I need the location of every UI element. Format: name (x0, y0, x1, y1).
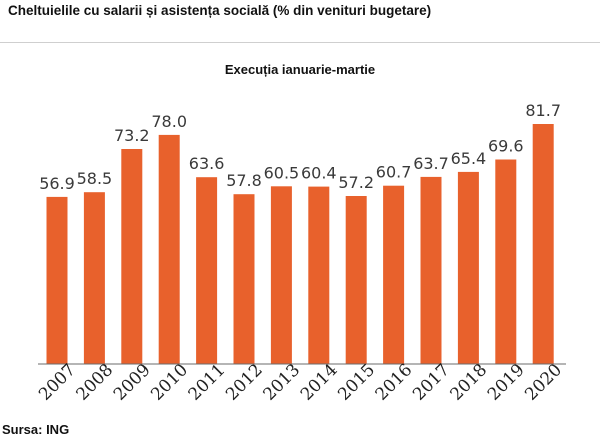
value-label-2008: 58.5 (77, 169, 113, 188)
chart-subtitle: Execuția ianuarie-martie (224, 62, 376, 77)
value-label-2015: 57.2 (338, 173, 374, 192)
chart-title: Cheltuielile cu salarii și asistența soc… (8, 3, 432, 18)
value-label-2013: 60.5 (264, 163, 300, 182)
value-label-2012: 57.8 (226, 171, 262, 190)
value-label-2019: 69.6 (488, 137, 524, 156)
value-label-2007: 56.9 (39, 174, 75, 193)
x-tick-labels-group: 2007200820092010201120122013201420152016… (35, 360, 566, 405)
value-label-2016: 60.7 (376, 163, 412, 182)
x-tick-label-2015: 2015 (334, 360, 379, 405)
x-tick-label-2016: 2016 (372, 360, 417, 405)
bar-2007 (46, 196, 68, 364)
x-tick-label-2017: 2017 (409, 360, 454, 405)
bar-2016 (383, 185, 405, 364)
value-label-2018: 65.4 (451, 149, 487, 168)
source-note: Sursa: ING (2, 422, 70, 437)
x-tick-label-2011: 2011 (185, 360, 230, 405)
bar-2012 (233, 194, 255, 364)
x-tick-label-2018: 2018 (446, 360, 491, 405)
value-label-2011: 63.6 (189, 154, 225, 173)
x-tick-label-2020: 2020 (521, 360, 566, 405)
x-tick-label-2012: 2012 (222, 360, 267, 405)
x-tick-label-2019: 2019 (484, 360, 529, 405)
bar-2018 (457, 171, 479, 364)
x-tick-label-2013: 2013 (259, 360, 304, 405)
value-label-2014: 60.4 (301, 164, 337, 183)
bar-2009 (121, 149, 143, 364)
bar-2010 (158, 134, 180, 364)
bar-2014 (308, 186, 330, 364)
bar-2015 (345, 196, 367, 364)
bar-2017 (420, 176, 442, 364)
x-tick-label-2008: 2008 (72, 360, 117, 405)
x-tick-label-2009: 2009 (110, 360, 155, 405)
value-label-2009: 73.2 (114, 126, 150, 145)
value-label-2010: 78.0 (151, 112, 187, 131)
value-label-2017: 63.7 (413, 154, 449, 173)
bar-2013 (270, 186, 292, 364)
bar-2019 (495, 159, 517, 364)
bars-group (46, 124, 554, 364)
bar-2020 (532, 124, 554, 364)
title-divider (0, 42, 600, 43)
value-labels-group: 56.9 58.5 73.278.0 63.657.8 60.5 60.4 57.260.7… (39, 101, 561, 193)
value-label-2020: 81.7 (525, 101, 561, 120)
bar-2008 (83, 192, 105, 364)
x-tick-label-2007: 2007 (35, 360, 80, 405)
x-tick-label-2010: 2010 (147, 360, 192, 405)
x-tick-label-2014: 2014 (297, 360, 342, 405)
bar-2011 (196, 177, 218, 364)
